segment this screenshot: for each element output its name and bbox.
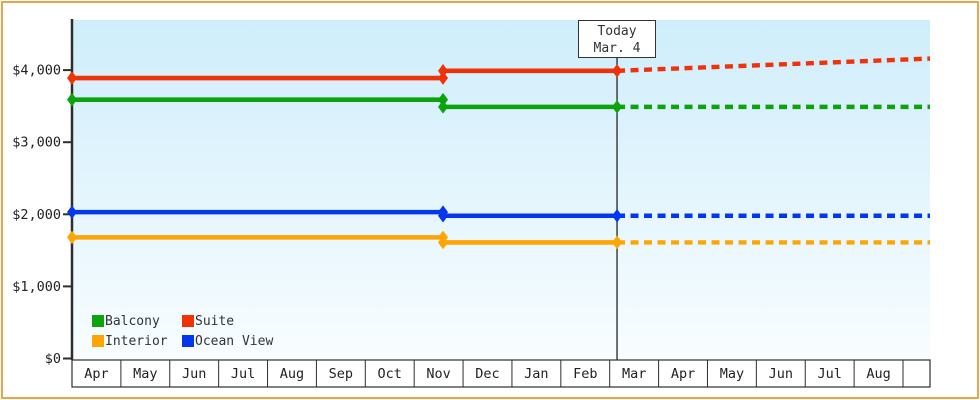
y-tick-label: $3,000	[12, 135, 61, 151]
month-label: Aug	[866, 366, 890, 382]
y-tick-label: $1,000	[12, 279, 61, 295]
y-tick-label: $0	[45, 351, 61, 367]
legend-item-balcony: Balcony	[92, 311, 182, 331]
today-annotation-box: Today Mar. 4	[578, 20, 656, 58]
legend-label: Interior	[105, 333, 168, 349]
month-label: Oct	[378, 366, 402, 382]
month-label: May	[133, 366, 157, 382]
data-point-diamond	[438, 235, 449, 250]
legend-item-suite: Suite	[182, 311, 273, 331]
month-label: Nov	[426, 366, 450, 382]
y-tick-label: $2,000	[12, 207, 61, 223]
month-label: Jun	[182, 366, 206, 382]
data-point-diamond	[438, 64, 449, 78]
y-tick-label: $4,000	[12, 63, 61, 79]
month-label: Jan	[524, 366, 548, 382]
month-label: May	[720, 366, 744, 382]
data-point-diamond	[438, 208, 449, 223]
data-point-diamond	[438, 100, 449, 114]
legend-swatch-ocean-view	[182, 335, 194, 347]
month-label: Aug	[280, 366, 304, 382]
today-date-label: Mar. 4	[593, 41, 641, 56]
data-point-diamond	[612, 100, 623, 114]
y-axis: $0 $1,000 $2,000 $3,000 $4,000	[12, 19, 74, 367]
series-ocean-view	[67, 205, 930, 223]
data-point-diamond	[438, 92, 449, 107]
legend-swatch-balcony	[92, 315, 104, 327]
data-point-diamond	[612, 64, 623, 78]
data-point-diamond	[67, 230, 77, 245]
month-label: Mar	[622, 366, 646, 382]
legend-swatch-suite	[182, 315, 194, 327]
data-point-diamond	[438, 71, 449, 85]
series-interior	[67, 230, 930, 250]
month-label: Sep	[329, 366, 353, 382]
data-point-diamond	[612, 208, 623, 223]
legend: Balcony Suite Interior Ocean View	[92, 311, 273, 351]
data-point-diamond	[612, 235, 623, 250]
month-label: Jun	[769, 366, 793, 382]
month-label: Apr	[671, 366, 695, 382]
legend-label: Suite	[195, 313, 235, 329]
data-point-diamond	[67, 205, 77, 219]
data-point-diamond	[67, 92, 77, 107]
today-label: Today	[597, 24, 637, 39]
x-axis-month-strip: Apr May Jun Jul Aug Sep Oct Nov Dec Jan Feb Mar Apr M…	[71, 359, 931, 388]
month-label: Dec	[475, 366, 499, 382]
legend-item-ocean-view: Ocean View	[182, 331, 273, 351]
legend-swatch-interior	[92, 335, 104, 347]
legend-label: Balcony	[105, 313, 160, 329]
month-label: Jul	[231, 366, 255, 382]
data-point-diamond	[67, 71, 77, 85]
month-label: Apr	[84, 366, 108, 382]
month-label: Feb	[573, 366, 597, 382]
legend-item-interior: Interior	[92, 331, 182, 351]
series-balcony	[67, 92, 930, 114]
series-suite	[67, 56, 931, 85]
legend-label: Ocean View	[195, 333, 274, 349]
series-line-forecast-dotted	[616, 56, 931, 74]
month-label: Jul	[817, 366, 841, 382]
